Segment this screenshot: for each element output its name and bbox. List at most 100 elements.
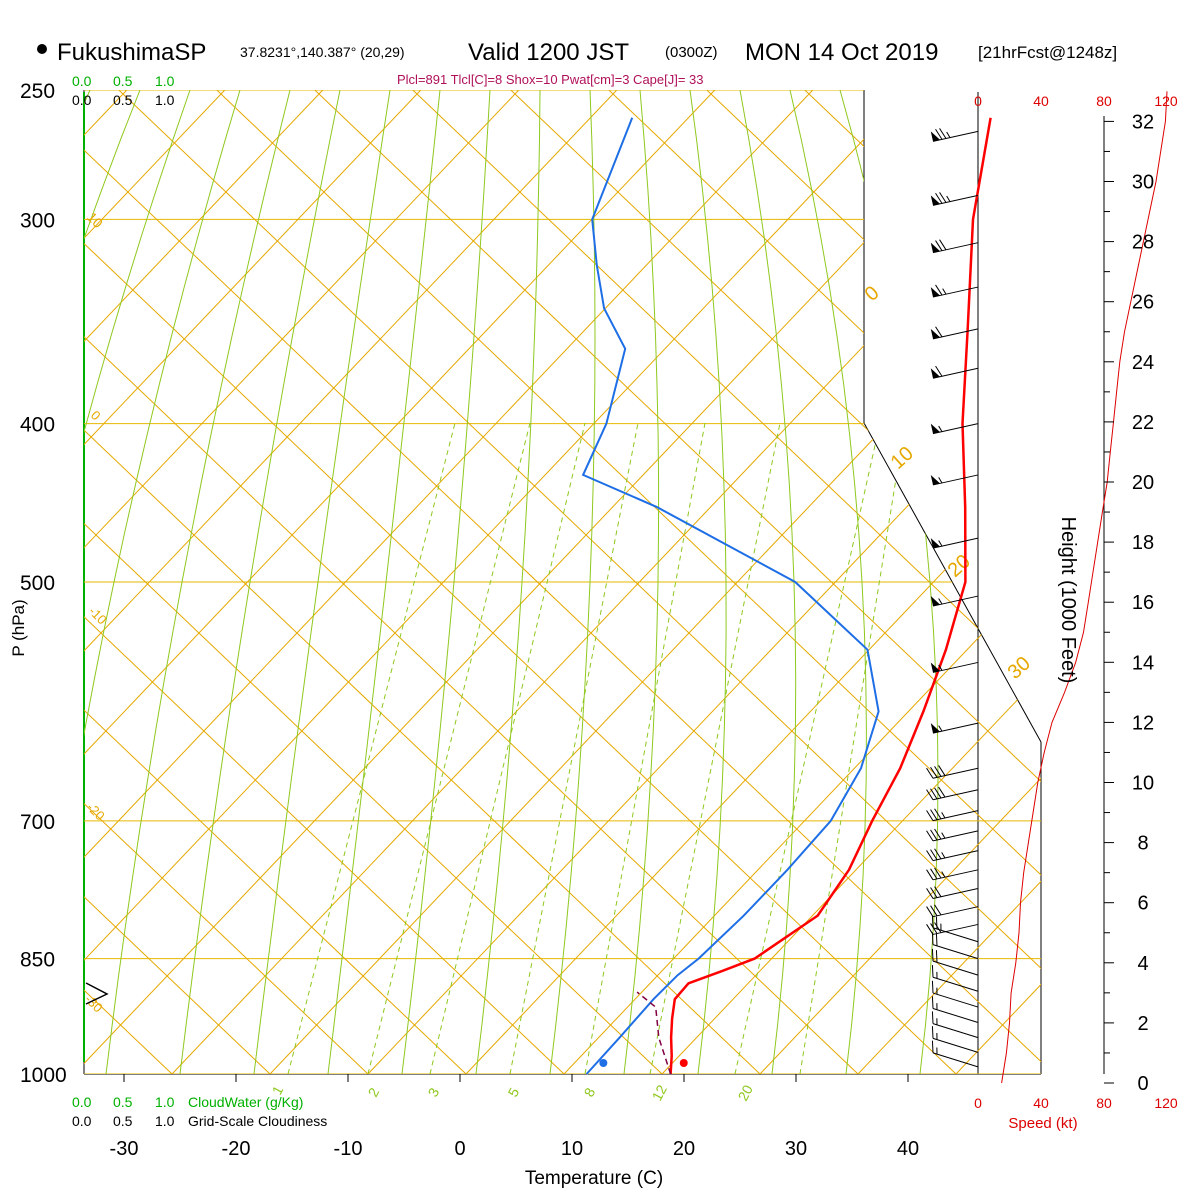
dry-adiabat-label: 30: [1004, 652, 1035, 683]
cloudiness-tick-label: 0.0: [72, 92, 92, 108]
height-tick-label: 24: [1132, 352, 1154, 374]
dry-adiabat-line: [84, 90, 663, 1074]
dry-adiabat-label: -10: [86, 604, 110, 628]
pressure-tick-label: 1000: [20, 1064, 67, 1087]
wind-barb: [926, 828, 979, 842]
temperature-tick-label: -20: [222, 1138, 251, 1160]
moist-adiabat-line: [84, 90, 241, 1074]
mixing-ratio-label: 8: [581, 1085, 599, 1100]
dry-adiabat-line: [857, 90, 1041, 1074]
dry-adiabat-label: -20: [84, 800, 108, 824]
freezing-level-marker-icon: [85, 982, 109, 1005]
temperature-tick-label: 30: [785, 1138, 807, 1160]
dewpoint-curve: [581, 117, 880, 1075]
cloud-water-label: CloudWater (g/Kg): [188, 1094, 303, 1110]
height-tick-label: 2: [1137, 1013, 1148, 1035]
cloud-tick-label: 0.5: [113, 73, 133, 89]
moist-adiabat-line: [475, 90, 541, 1074]
wind-barb: [926, 786, 979, 801]
wind-barb: [930, 595, 979, 607]
wind-barb: [931, 915, 979, 943]
pressure-tick-label: 300: [20, 209, 55, 232]
stability-indices: Plcl=891 Tlcl[C]=8 Shox=10 Pwat[cm]=3 Ca…: [397, 72, 704, 87]
dry-adiabat-line: [84, 90, 565, 1074]
temperature-tick-label: 40: [897, 1138, 919, 1160]
wind-barb: [926, 904, 979, 918]
temperature-curve: [669, 117, 992, 1075]
dry-adiabat-line: [412, 90, 1041, 1074]
wind-barb: [930, 128, 979, 142]
cloudiness-tick-label: 1.0: [155, 92, 175, 108]
pressure-tick-label: 700: [20, 811, 55, 834]
cloudiness-label: Grid-Scale Cloudiness: [188, 1113, 327, 1129]
mixing-ratio-line: [584, 422, 706, 1074]
cloudiness-tick-label: 1.0: [155, 1113, 175, 1129]
wind-barb: [926, 848, 979, 862]
height-tick-label: 8: [1137, 833, 1148, 855]
temperature-tick-label: -10: [334, 1138, 363, 1160]
dry-adiabat-line: [84, 90, 912, 1074]
height-tick-label: 18: [1132, 532, 1154, 554]
cloudiness-tick-label: 0.0: [72, 1113, 92, 1129]
mixing-ratio-line: [734, 422, 881, 1074]
height-tick-label: 12: [1132, 712, 1154, 734]
wind-barb: [930, 537, 979, 549]
cloud-tick-label: 0.0: [72, 1094, 92, 1110]
height-tick-label: 28: [1132, 232, 1154, 254]
moist-adiabat-line: [789, 90, 867, 1074]
wind-barb: [931, 980, 979, 1008]
dry-adiabat-line: [216, 90, 1041, 1074]
mixing-ratio-line: [367, 422, 531, 1074]
cloud-tick-label: 0.0: [72, 73, 92, 89]
surface-dewpoint-dot: [599, 1059, 608, 1067]
surface-temperature-dot: [679, 1059, 688, 1067]
moist-adiabat-line: [105, 90, 291, 1074]
speed-axis-bottom: 0 40 80 120 Speed (kt): [974, 1095, 1178, 1132]
pressure-tick-label: 850: [20, 949, 55, 972]
dry-adiabat-line: [84, 90, 761, 1074]
dry-adiabat-line: [465, 90, 1041, 1074]
pressure-axis-label: P (hPa): [9, 599, 28, 656]
speed-tick-label: 80: [1096, 1095, 1112, 1111]
speed-tick-label: 0: [974, 1095, 982, 1111]
wind-barb: [931, 932, 979, 960]
parcel-curve: [636, 991, 672, 1075]
wind-barb: [926, 808, 979, 822]
wind-barb: [926, 886, 979, 899]
dry-adiabat-label: 20: [944, 550, 975, 581]
wind-barb: [930, 661, 979, 673]
height-tick-label: 16: [1132, 592, 1154, 614]
dry-adiabat-line: [84, 90, 716, 1074]
height-tick-label: 0: [1137, 1073, 1148, 1095]
wind-barb: [930, 722, 979, 734]
pressure-tick-label: 500: [20, 572, 55, 595]
height-tick-label: 32: [1132, 111, 1154, 133]
station-coords: 37.8231°,140.387° (20,29): [240, 44, 405, 60]
cloud-tick-label: 0.5: [113, 1094, 133, 1110]
wind-barb: [930, 365, 979, 379]
wind-barb: [931, 965, 979, 992]
mixing-ratio-line: [509, 422, 639, 1074]
cloudiness-tick-label: 0.5: [113, 92, 133, 108]
dry-adiabat-lines: [84, 90, 1041, 1074]
temperature-axis-label: Temperature (C): [525, 1168, 663, 1189]
speed-tick-label: 40: [1033, 1095, 1049, 1111]
mixing-ratio-line: [287, 422, 456, 1074]
moist-adiabat-line: [179, 90, 341, 1074]
speed-axis-top: 0 40 80 120: [974, 93, 1178, 109]
moist-adiabat-lines: [84, 90, 939, 1074]
station-marker-icon: [37, 44, 47, 54]
valid-date: MON 14 Oct 2019: [745, 39, 938, 66]
wind-barb: [930, 423, 979, 435]
mixing-ratio-lines: [287, 422, 906, 1074]
cloud-tick-label: 1.0: [155, 73, 175, 89]
wind-barb: [931, 1040, 979, 1068]
dry-adiabat-label: 10: [887, 442, 918, 473]
guide-line-labels: 10 0 -10 -20 -30 0 10 20 30 1 2 3 5 8 12…: [82, 209, 1035, 1104]
dry-adiabat-line: [84, 90, 467, 1074]
speed-tick-label: 80: [1096, 93, 1112, 109]
speed-axis-label: Speed (kt): [1008, 1115, 1077, 1132]
dry-adiabat-line: [661, 90, 1041, 1074]
pressure-axis: 250 300 400 500 700 850 1000: [20, 80, 67, 1087]
